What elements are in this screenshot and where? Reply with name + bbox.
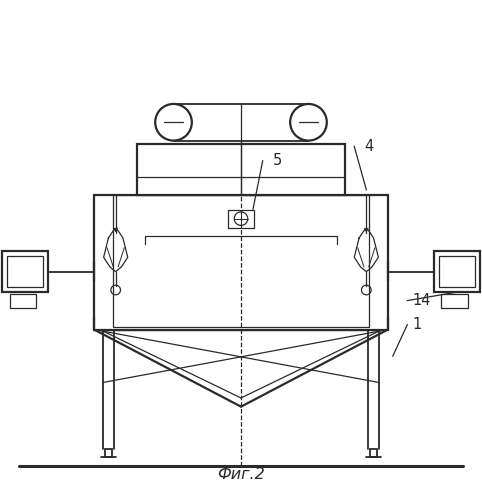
Bar xyxy=(370,448,377,458)
Bar xyxy=(7,256,43,288)
Text: 14: 14 xyxy=(412,293,430,308)
Bar xyxy=(439,256,475,288)
Bar xyxy=(10,294,36,308)
Bar xyxy=(2,251,48,292)
Bar xyxy=(441,294,468,308)
Text: Фиг.2: Фиг.2 xyxy=(217,468,265,482)
Bar xyxy=(113,194,369,327)
Bar xyxy=(105,448,112,458)
Bar xyxy=(137,144,345,194)
Text: 1: 1 xyxy=(412,317,421,332)
Bar xyxy=(434,251,480,292)
Text: 5: 5 xyxy=(272,154,281,168)
Bar xyxy=(228,210,254,228)
Text: 4: 4 xyxy=(364,139,373,154)
Bar xyxy=(94,194,388,330)
